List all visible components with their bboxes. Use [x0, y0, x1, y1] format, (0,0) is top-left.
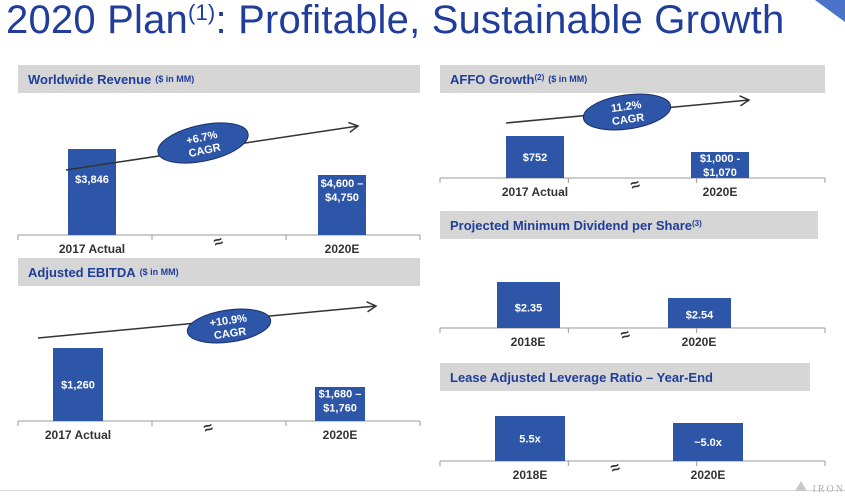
cagr-value: 11.2% — [610, 99, 642, 115]
bar-2018e — [495, 416, 565, 461]
revenue-chart: $3,846 2017 Actual $4,600 – $4,750 2020E ≈ +6.… — [17, 95, 421, 256]
affo-svg: $752 2017 Actual $1,000 -$1,070 2020E ≈11.2%… — [439, 93, 826, 199]
category-label: 2020E — [323, 428, 358, 442]
bar-value-label: $4,600 – $4,750 — [321, 178, 364, 204]
category-label: 2017 Actual — [502, 185, 568, 199]
bar-2017-actual — [68, 149, 116, 235]
bar-2020e — [318, 175, 366, 235]
category-label: 2020E — [703, 185, 738, 199]
leverage-svg: 5.5x 2018E ~5.0x 2020E ≈ — [439, 416, 826, 482]
axis-break-icon: ≈ — [608, 459, 622, 478]
corner-accent — [815, 0, 845, 22]
affo-header: AFFO Growth (2) ($ in MM) — [440, 65, 825, 93]
dividend-chart: $2.35 2018E $2.54 2020E ≈ — [439, 240, 826, 358]
bar-value-label: $1,000 -$1,070 — [700, 153, 741, 179]
axis-break-icon: ≈ — [201, 419, 215, 438]
bar-value-label: $3,846 — [75, 174, 109, 186]
affo-chart: $752 2017 Actual $1,000 -$1,070 2020E ≈11.2%… — [439, 93, 826, 205]
bar-2020e — [673, 423, 743, 461]
leverage-chart: 5.5x 2018E ~5.0x 2020E ≈ — [439, 393, 826, 488]
company-logo: IRON — [812, 484, 845, 495]
ebitda-chart: $1,260 2017 Actual $1,680 – $1,760 2020E ≈ +10… — [17, 288, 421, 448]
bar-2017-actual — [53, 348, 103, 421]
dividend-header: Projected Minimum Dividend per Share (3) — [440, 211, 818, 239]
axis-break-icon: ≈ — [618, 326, 632, 345]
cagr-label: CAGR — [213, 326, 247, 342]
bar-2017-actual — [506, 136, 564, 178]
arrowhead-icon — [348, 121, 360, 133]
bar-value-label: ~5.0x — [694, 437, 723, 449]
bar-value-label: $1,260 — [61, 380, 95, 392]
cagr-bubble — [157, 122, 249, 164]
category-label: 2020E — [682, 335, 717, 349]
ebitda-header: Adjusted EBITDA ($ in MM) — [18, 258, 420, 286]
category-label: 2020E — [691, 468, 726, 482]
category-label: 2018E — [511, 335, 546, 349]
page-title: 2020 Plan(1): Profitable, Sustainable Gr… — [6, 0, 785, 42]
dividend-svg: $2.35 2018E $2.54 2020E ≈ — [439, 282, 826, 349]
bar-2018e — [497, 282, 560, 328]
category-label: 2018E — [513, 468, 548, 482]
cagr-bubble — [582, 93, 672, 131]
bar-value-label: $2.54 — [686, 310, 714, 322]
bar-2020e — [315, 387, 365, 421]
category-label: 2017 Actual — [45, 428, 111, 442]
ebitda-svg: $1,260 2017 Actual $1,680 – $1,760 2020E ≈ +10… — [17, 301, 421, 442]
cagr-label: CAGR — [611, 112, 645, 128]
revenue-header: Worldwide Revenue ($ in MM) — [18, 65, 420, 93]
bar-value-label: $2.35 — [515, 302, 543, 314]
arrowhead-icon — [366, 301, 378, 313]
bar-value-label: 5.5x — [519, 434, 541, 446]
cagr-bubble — [186, 308, 272, 344]
arrowhead-icon — [739, 95, 751, 107]
axis-break-icon: ≈ — [628, 176, 642, 195]
footer-divider — [0, 490, 845, 491]
leverage-header: Lease Adjusted Leverage Ratio – Year-End — [440, 363, 810, 391]
bar-2020e — [691, 152, 749, 178]
bar-2020e — [668, 298, 731, 328]
category-label: 2017 Actual — [59, 242, 125, 256]
bar-value-label: $752 — [523, 152, 547, 164]
logo-triangle-icon — [795, 481, 807, 491]
bar-value-label: $1,680 – $1,760 — [319, 389, 362, 415]
axis-break-icon: ≈ — [211, 233, 225, 252]
cagr-value: +10.9% — [209, 312, 248, 329]
category-label: 2020E — [325, 242, 360, 256]
